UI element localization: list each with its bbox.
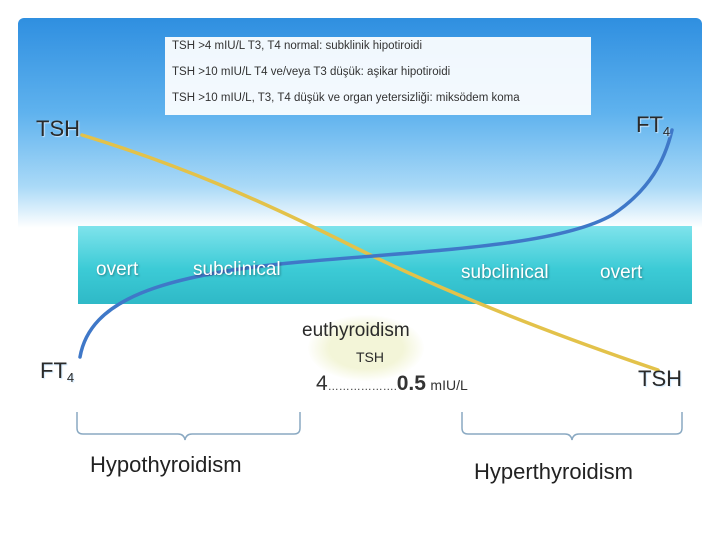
hyperthyroidism-label: Hyperthyroidism (474, 459, 633, 484)
tsh-curve (80, 133, 660, 372)
euthyroid-tsh-label: TSH (356, 349, 384, 365)
hyperthyroidism-bracket (461, 412, 683, 441)
tsh-label-top-left: TSH (36, 116, 80, 141)
overt-left-label: overt (96, 259, 139, 280)
tsh-label-bottom-right: TSH (638, 366, 682, 391)
thyroid-status-band (78, 226, 692, 304)
ft4-label-top-right: FT4 (636, 112, 671, 139)
range-dots: ………………. (327, 381, 397, 393)
subclinical-right-label: subclinical (461, 262, 549, 283)
criteria-line-2: TSH >10 mIU/L T4 ve/veya T3 düşük: aşika… (172, 66, 451, 78)
criteria-line-1: TSH >4 mIU/L T3, T4 normal: subklinik hi… (172, 40, 423, 52)
euthyroidism-label: euthyroidism (302, 320, 410, 341)
subclinical-left-label: subclinical (193, 259, 281, 280)
range-high-value: 0.5 (396, 372, 426, 395)
ft4-label-bottom-left: FT4 (40, 358, 75, 385)
overt-right-label: overt (600, 262, 643, 283)
euthyroid-highlight (308, 315, 424, 381)
criteria-box (165, 37, 591, 115)
range-unit: mIU/L (430, 377, 468, 393)
range-low-value: 4 (316, 372, 328, 395)
hypothyroidism-bracket (76, 412, 301, 441)
tsh-normal-range: 4……………….0.5 mIU/L (316, 372, 468, 396)
criteria-line-3: TSH >10 mIU/L, T3, T4 düşük ve organ yet… (172, 92, 520, 104)
hypothyroidism-label: Hypothyroidism (90, 452, 242, 477)
ft4-curve (78, 128, 674, 359)
